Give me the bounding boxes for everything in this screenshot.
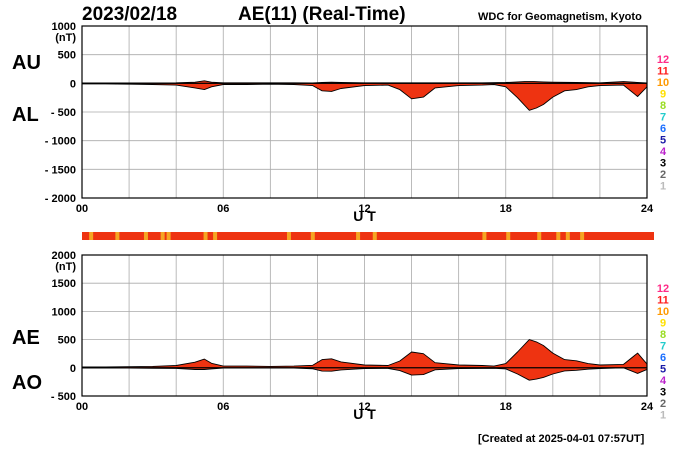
coverage-mark bbox=[556, 232, 561, 240]
station-legend-label: 7 bbox=[660, 341, 666, 353]
coverage-mark bbox=[356, 232, 361, 240]
x-tick-label: 12 bbox=[358, 401, 370, 413]
station-legend-label: 4 bbox=[660, 146, 667, 158]
side-label-ae: AE bbox=[12, 327, 40, 349]
source-label: WDC for Geomagnetism, Kyoto bbox=[478, 11, 642, 23]
station-legend-label: 4 bbox=[660, 375, 667, 387]
x-tick-label: 06 bbox=[217, 401, 229, 413]
y-tick-label: - 500 bbox=[51, 107, 76, 119]
station-legend-label: 8 bbox=[660, 100, 666, 112]
x-axis-label: U T bbox=[353, 406, 376, 422]
coverage-mark bbox=[537, 232, 542, 240]
coverage-mark bbox=[166, 232, 171, 240]
y-tick-label: 0 bbox=[70, 363, 76, 375]
y-tick-label: 500 bbox=[58, 50, 76, 62]
station-legend-label: 6 bbox=[660, 352, 666, 364]
station-legend-label: 3 bbox=[660, 387, 666, 399]
date-title: 2023/02/18 bbox=[82, 4, 178, 25]
coverage-mark bbox=[482, 232, 487, 240]
plot-frame bbox=[81, 254, 648, 397]
station-legend-label: 1 bbox=[660, 410, 666, 422]
station-legend-label: 11 bbox=[657, 295, 669, 307]
series-area-ao bbox=[81, 367, 648, 381]
x-tick-label: 24 bbox=[641, 203, 654, 215]
station-legend-label: 9 bbox=[660, 318, 666, 330]
y-unit-label: (nT) bbox=[55, 261, 76, 273]
station-legend-label: 10 bbox=[657, 306, 669, 318]
y-tick-label: - 500 bbox=[51, 391, 76, 403]
y-tick-label: 500 bbox=[58, 335, 76, 347]
chart-title: AE(11) (Real-Time) bbox=[238, 4, 406, 25]
coverage-mark bbox=[372, 232, 377, 240]
y-tick-label: - 1000 bbox=[45, 136, 76, 148]
y-tick-label: 0 bbox=[70, 78, 76, 90]
coverage-bar bbox=[82, 232, 654, 240]
station-legend-label: 10 bbox=[657, 77, 669, 89]
coverage-mark bbox=[565, 232, 570, 240]
coverage-mark bbox=[310, 232, 315, 240]
x-tick-label: 12 bbox=[358, 203, 370, 215]
series-area-au bbox=[81, 80, 648, 84]
coverage-mark bbox=[203, 232, 208, 240]
coverage-mark bbox=[143, 232, 148, 240]
series-area-al bbox=[81, 82, 648, 111]
series-area-ae bbox=[81, 339, 648, 369]
station-legend-label: 12 bbox=[657, 283, 669, 295]
y-tick-label: - 1500 bbox=[45, 164, 76, 176]
created-timestamp: [Created at 2025-04-01 07:57UT] bbox=[478, 433, 645, 445]
y-tick-label: 1500 bbox=[52, 278, 76, 290]
y-unit-label: (nT) bbox=[55, 32, 76, 44]
station-legend-label: 2 bbox=[660, 169, 666, 181]
coverage-mark bbox=[89, 232, 94, 240]
y-tick-label: 1000 bbox=[52, 306, 76, 318]
y-tick-label: 1000 bbox=[52, 21, 76, 33]
coverage-mark bbox=[286, 232, 291, 240]
station-legend-label: 7 bbox=[660, 112, 666, 124]
station-legend-label: 2 bbox=[660, 398, 666, 410]
x-tick-label: 00 bbox=[76, 401, 88, 413]
station-legend-label: 6 bbox=[660, 123, 666, 135]
side-label-au: AU bbox=[12, 52, 41, 74]
side-label-al: AL bbox=[12, 104, 39, 126]
station-legend-label: 8 bbox=[660, 329, 666, 341]
station-legend-label: 11 bbox=[657, 66, 669, 78]
station-legend-label: 12 bbox=[657, 54, 669, 66]
coverage-mark bbox=[160, 232, 165, 240]
coverage-mark bbox=[213, 232, 218, 240]
coverage-mark bbox=[580, 232, 585, 240]
station-legend-label: 5 bbox=[660, 135, 666, 147]
plot-frame bbox=[81, 25, 648, 199]
coverage-mark bbox=[115, 232, 120, 240]
coverage-mark bbox=[506, 232, 511, 240]
station-legend-label: 3 bbox=[660, 158, 666, 170]
station-legend-label: 9 bbox=[660, 89, 666, 101]
x-tick-label: 24 bbox=[641, 401, 654, 413]
y-tick-label: 2000 bbox=[52, 250, 76, 262]
x-axis-label: U T bbox=[353, 208, 376, 224]
side-label-ao: AO bbox=[12, 372, 42, 394]
x-tick-label: 18 bbox=[500, 203, 512, 215]
x-tick-label: 06 bbox=[217, 203, 229, 215]
x-tick-label: 00 bbox=[76, 203, 88, 215]
station-legend-label: 5 bbox=[660, 364, 666, 376]
y-tick-label: - 2000 bbox=[45, 193, 76, 205]
x-tick-label: 18 bbox=[500, 401, 512, 413]
station-legend-label: 1 bbox=[660, 181, 666, 193]
